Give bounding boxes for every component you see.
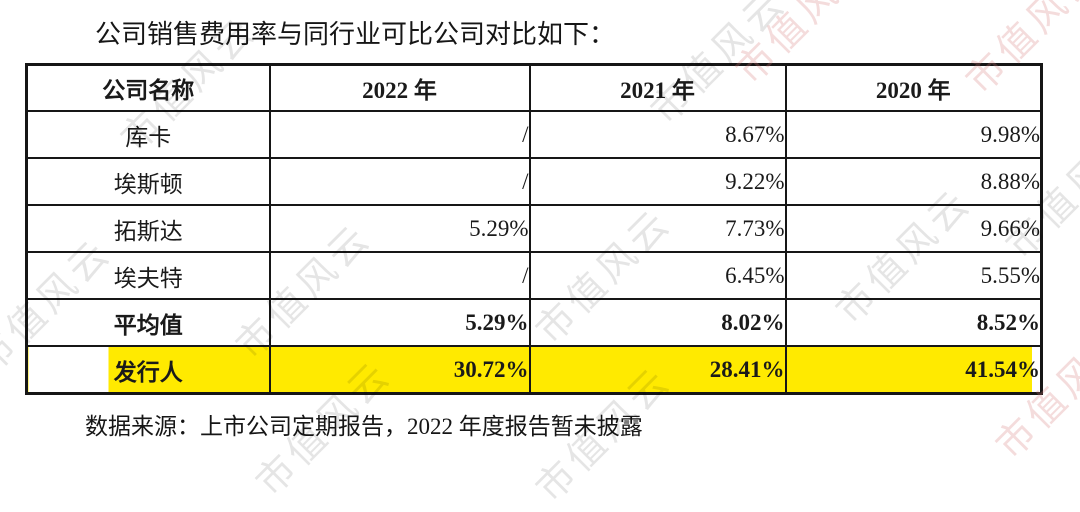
col-header-company: 公司名称 <box>25 63 271 112</box>
value-cell-2020: 5.55% <box>784 251 1043 300</box>
col-header-2022: 2022 年 <box>268 63 531 112</box>
table-row-issuer-highlighted: 发行人 30.72% 28.41% 41.54% <box>25 345 1043 395</box>
value-cell-2022: 30.72% <box>268 345 531 395</box>
col-header-2021: 2021 年 <box>528 63 787 112</box>
value-cell-2022: / <box>268 157 531 206</box>
value-cell-2020: 8.52% <box>784 298 1043 347</box>
value-cell-2022: 5.29% <box>268 204 531 253</box>
col-header-2020: 2020 年 <box>784 63 1043 112</box>
value-cell-2022: 5.29% <box>268 298 531 347</box>
table-header-row: 公司名称 2022 年 2021 年 2020 年 <box>25 63 1043 112</box>
value-cell-2020: 9.66% <box>784 204 1043 253</box>
value-cell-2020: 8.88% <box>784 157 1043 206</box>
value-cell-2021: 8.02% <box>528 298 787 347</box>
company-name-cell: 埃夫特 <box>25 251 271 300</box>
value-cell-2022: / <box>268 110 531 159</box>
company-name-cell: 拓斯达 <box>25 204 271 253</box>
data-source-note: 数据来源：上市公司定期报告，2022 年度报告暂未披露 <box>85 414 643 439</box>
comparison-table: 公司名称 2022 年 2021 年 2020 年 库卡 / 8.67% 9.9… <box>25 63 1043 395</box>
table-row-estun: 埃斯顿 / 9.22% 8.88% <box>25 157 1043 206</box>
page-title: 公司销售费用率与同行业可比公司对比如下： <box>95 20 616 49</box>
table-row-average: 平均值 5.29% 8.02% 8.52% <box>25 298 1043 347</box>
company-name-cell: 平均值 <box>25 298 271 347</box>
value-cell-2020: 41.54% <box>784 345 1043 395</box>
value-cell-2021: 9.22% <box>528 157 787 206</box>
value-cell-2020: 9.98% <box>784 110 1043 159</box>
table-row-efort: 埃夫特 / 6.45% 5.55% <box>25 251 1043 300</box>
value-cell-2021: 6.45% <box>528 251 787 300</box>
value-cell-2021: 8.67% <box>528 110 787 159</box>
company-name-cell: 发行人 <box>25 345 271 395</box>
table-row-topstar: 拓斯达 5.29% 7.73% 9.66% <box>25 204 1043 253</box>
company-name-cell: 埃斯顿 <box>25 157 271 206</box>
value-cell-2021: 7.73% <box>528 204 787 253</box>
value-cell-2022: / <box>268 251 531 300</box>
value-cell-2021: 28.41% <box>528 345 787 395</box>
table-row-kuka: 库卡 / 8.67% 9.98% <box>25 110 1043 159</box>
company-name-cell: 库卡 <box>25 110 271 159</box>
